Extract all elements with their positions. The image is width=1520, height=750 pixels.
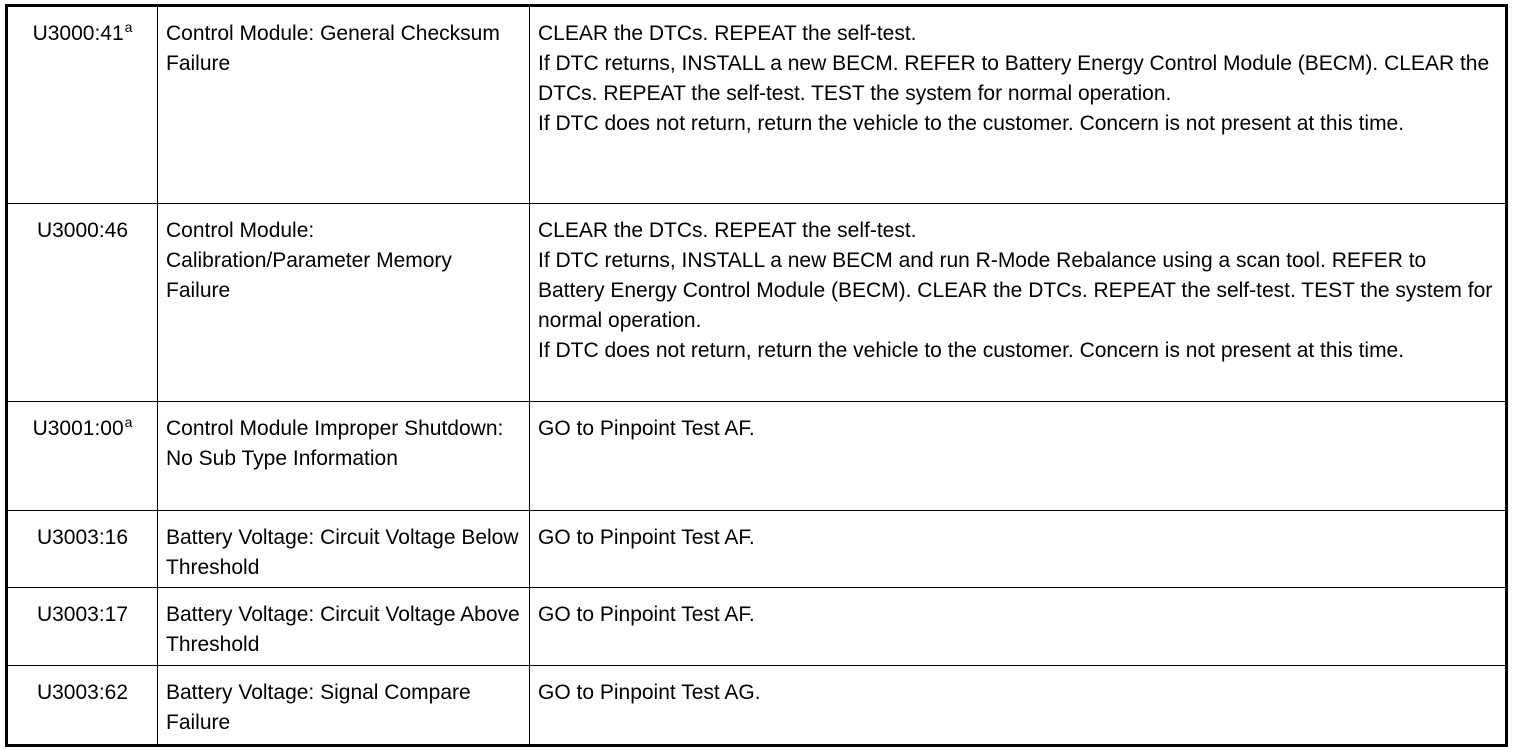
action-cell: CLEAR the DTCs. REPEAT the self-test. If … xyxy=(529,203,1507,402)
action-line: GO to Pinpoint Test AF. xyxy=(538,526,755,549)
dtc-code: U3003:17 xyxy=(36,603,129,626)
description-cell: Control Module Improper Shutdown: No Sub… xyxy=(157,401,530,511)
dtc-description: Battery Voltage: Circuit Voltage Above T… xyxy=(166,603,520,656)
table-row: U3003:17 Battery Voltage: Circuit Voltag… xyxy=(6,587,1507,666)
action-line: GO to Pinpoint Test AG. xyxy=(538,681,761,704)
table-row: U3001:00a Control Module Improper Shutdo… xyxy=(6,401,1507,511)
action-line: GO to Pinpoint Test AF. xyxy=(538,417,755,440)
description-cell: Battery Voltage: Circuit Voltage Above T… xyxy=(157,587,530,666)
action-line: CLEAR the DTCs. REPEAT the self-test. xyxy=(538,219,917,242)
action-line: If DTC does not return, return the vehic… xyxy=(538,339,1405,362)
dtc-code-cell: U3001:00a xyxy=(6,401,158,511)
dtc-description: Battery Voltage: Circuit Voltage Below T… xyxy=(166,526,519,579)
dtc-code-cell: U3000:41a xyxy=(6,5,158,204)
action-line: CLEAR the DTCs. REPEAT the self-test. xyxy=(538,22,917,45)
description-cell: Control Module: General Checksum Failure xyxy=(157,5,530,204)
action-line: If DTC does not return, return the vehic… xyxy=(538,112,1405,135)
dtc-description: Control Module: Calibration/Parameter Me… xyxy=(166,219,452,302)
dtc-code-cell: U3003:17 xyxy=(6,587,158,666)
table-row: U3003:62 Battery Voltage: Signal Compare… xyxy=(6,665,1507,746)
dtc-code: U3000:41 xyxy=(32,22,124,45)
dtc-code: U3003:16 xyxy=(36,526,129,549)
dtc-table: U3000:41a Control Module: General Checks… xyxy=(5,4,1508,747)
action-line: If DTC returns, INSTALL a new BECM. REFE… xyxy=(538,52,1490,105)
dtc-description: Control Module Improper Shutdown: No Sub… xyxy=(166,417,504,470)
dtc-description: Battery Voltage: Signal Compare Failure xyxy=(166,681,471,734)
table-row: U3003:16 Battery Voltage: Circuit Voltag… xyxy=(6,510,1507,588)
dtc-code-cell: U3000:46 xyxy=(6,203,158,402)
description-cell: Battery Voltage: Signal Compare Failure xyxy=(157,665,530,746)
dtc-code-cell: U3003:62 xyxy=(6,665,158,746)
dtc-description: Control Module: General Checksum Failure xyxy=(166,22,500,75)
action-line: If DTC returns, INSTALL a new BECM and r… xyxy=(538,249,1493,332)
footnote-marker: a xyxy=(124,19,133,35)
dtc-code-cell: U3003:16 xyxy=(6,510,158,588)
dtc-code: U3000:46 xyxy=(36,219,129,242)
action-cell: CLEAR the DTCs. REPEAT the self-test. If … xyxy=(529,5,1507,204)
action-cell: GO to Pinpoint Test AF. xyxy=(529,510,1507,588)
dtc-code: U3001:00 xyxy=(32,417,124,440)
action-cell: GO to Pinpoint Test AF. xyxy=(529,587,1507,666)
action-cell: GO to Pinpoint Test AG. xyxy=(529,665,1507,746)
footnote-marker: a xyxy=(124,414,133,430)
description-cell: Control Module: Calibration/Parameter Me… xyxy=(157,203,530,402)
description-cell: Battery Voltage: Circuit Voltage Below T… xyxy=(157,510,530,588)
table-row: U3000:46 Control Module: Calibration/Par… xyxy=(6,203,1507,402)
action-cell: GO to Pinpoint Test AF. xyxy=(529,401,1507,511)
table-row: U3000:41a Control Module: General Checks… xyxy=(6,5,1507,204)
action-line: GO to Pinpoint Test AF. xyxy=(538,603,755,626)
dtc-code: U3003:62 xyxy=(36,681,129,704)
